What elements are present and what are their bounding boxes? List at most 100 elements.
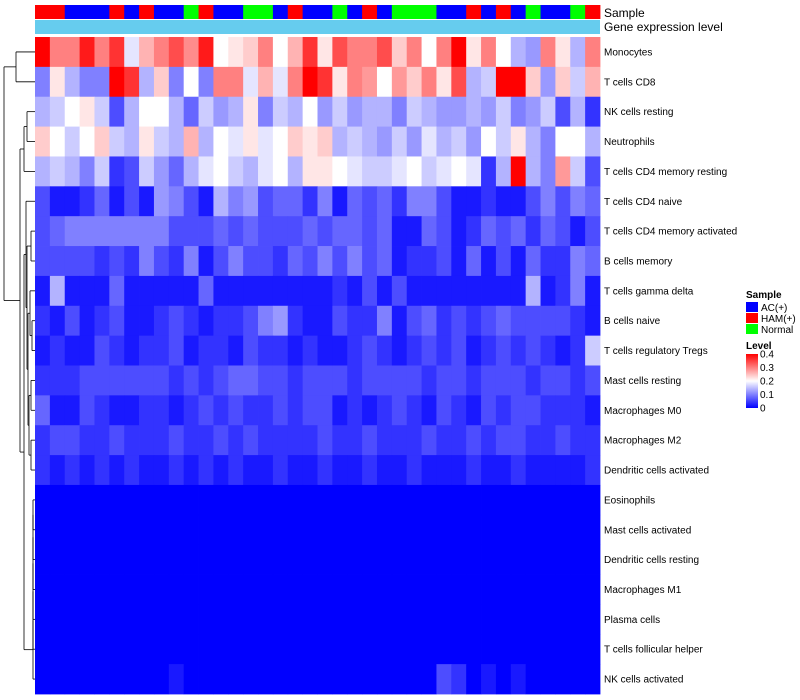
heatmap-cell xyxy=(347,634,363,665)
heatmap-cell xyxy=(183,484,199,516)
heatmap-cell xyxy=(64,544,81,575)
heatmap-cell xyxy=(436,66,452,98)
heatmap-cell xyxy=(317,186,333,217)
heatmap-cell xyxy=(481,335,497,366)
heatmap-cell xyxy=(168,544,185,575)
heatmap-cell xyxy=(124,275,140,307)
heatmap-cell xyxy=(362,604,378,635)
heatmap-cell xyxy=(153,574,170,605)
heatmap-cell xyxy=(317,156,333,187)
heatmap-cell xyxy=(376,126,393,157)
heatmap-cell xyxy=(391,186,408,217)
heatmap-cell xyxy=(555,246,571,277)
heatmap-cell xyxy=(332,305,348,337)
heatmap-cell xyxy=(510,246,527,277)
sample-cell xyxy=(510,5,527,19)
heatmap-cell xyxy=(317,604,333,635)
heatmap-cell xyxy=(35,66,51,98)
heatmap-cell xyxy=(347,395,363,426)
heatmap-cell xyxy=(302,156,318,187)
heatmap-cell xyxy=(525,664,541,695)
heatmap-cell xyxy=(451,37,467,68)
heatmap-cell xyxy=(495,455,512,486)
heatmap-cell xyxy=(272,484,289,516)
heatmap-cell xyxy=(287,216,304,247)
heatmap-cell xyxy=(317,664,333,695)
heatmap-cell xyxy=(406,514,422,546)
heatmap-cell xyxy=(139,514,155,546)
heatmap-cell xyxy=(451,574,467,605)
heatmap-cell xyxy=(451,275,467,307)
heatmap-cell xyxy=(139,305,155,337)
heatmap-cell xyxy=(35,126,51,157)
heatmap-cell xyxy=(213,305,229,337)
heatmap-cell xyxy=(109,216,125,247)
heatmap-cell xyxy=(436,365,452,396)
heatmap-cell xyxy=(585,246,601,277)
heatmap-cell xyxy=(35,275,51,307)
heatmap-cell xyxy=(585,216,601,247)
heatmap-cell xyxy=(258,275,274,307)
heatmap-cell xyxy=(510,604,527,635)
heatmap-cell xyxy=(64,186,81,217)
heatmap-cell xyxy=(94,365,110,396)
heatmap-cell xyxy=(243,186,259,217)
heatmap-cell xyxy=(153,634,170,665)
heatmap-cell xyxy=(198,574,214,605)
sample-cell xyxy=(228,5,244,19)
row-label: T cells gamma delta xyxy=(604,286,694,297)
heatmap-cell xyxy=(168,305,185,337)
heatmap-cell xyxy=(317,37,333,68)
heatmap-cell xyxy=(139,395,155,426)
heatmap-cell xyxy=(317,365,333,396)
heatmap-cell xyxy=(347,216,363,247)
heatmap-cell xyxy=(317,275,333,307)
sample-cell xyxy=(79,5,95,19)
heatmap-cell xyxy=(228,514,244,546)
heatmap-cell xyxy=(213,126,229,157)
heatmap-cell xyxy=(272,66,289,98)
heatmap-cell xyxy=(495,574,512,605)
heatmap-cell xyxy=(525,186,541,217)
heatmap-cell xyxy=(540,216,556,247)
heatmap-cell xyxy=(198,156,214,187)
sample-legend-title: Sample xyxy=(746,290,782,301)
sample-cell xyxy=(183,5,199,19)
heatmap-cell xyxy=(168,425,185,456)
heatmap-cell xyxy=(139,574,155,605)
heatmap-cell xyxy=(183,246,199,277)
heatmap-cell xyxy=(347,455,363,486)
heatmap-cell xyxy=(79,395,95,426)
heatmap-cell xyxy=(376,365,393,396)
heatmap-cell xyxy=(317,126,333,157)
heatmap-cell xyxy=(376,335,393,366)
heatmap-cell xyxy=(376,664,393,695)
heatmap-cell xyxy=(287,514,304,546)
heatmap-cell xyxy=(272,604,289,635)
heatmap-cell xyxy=(451,186,467,217)
heatmap-cell xyxy=(94,37,110,68)
heatmap-cell xyxy=(332,574,348,605)
heatmap-cell xyxy=(302,425,318,456)
heatmap-cell xyxy=(555,335,571,366)
heatmap-cell xyxy=(183,66,199,98)
heatmap-cell xyxy=(421,634,437,665)
heatmap-cell xyxy=(168,335,185,366)
heatmap-cell xyxy=(302,664,318,695)
heatmap-cell xyxy=(391,634,408,665)
level-colorbar xyxy=(746,354,758,408)
heatmap-cell xyxy=(481,96,497,127)
heatmap-cell xyxy=(94,664,110,695)
heatmap-cell xyxy=(510,425,527,456)
heatmap-cell xyxy=(272,37,289,68)
heatmap-cell xyxy=(525,66,541,98)
heatmap-cell xyxy=(317,425,333,456)
heatmap-cell xyxy=(258,395,274,426)
heatmap-cell xyxy=(94,455,110,486)
row-labels: Monocytes T cells CD8 NK cells resting Neut… xyxy=(604,47,737,685)
heatmap-cell xyxy=(198,96,214,127)
heatmap-cell xyxy=(451,216,467,247)
heatmap-cell xyxy=(64,365,81,396)
heatmap-cell xyxy=(466,37,482,68)
heatmap-cell xyxy=(272,216,289,247)
